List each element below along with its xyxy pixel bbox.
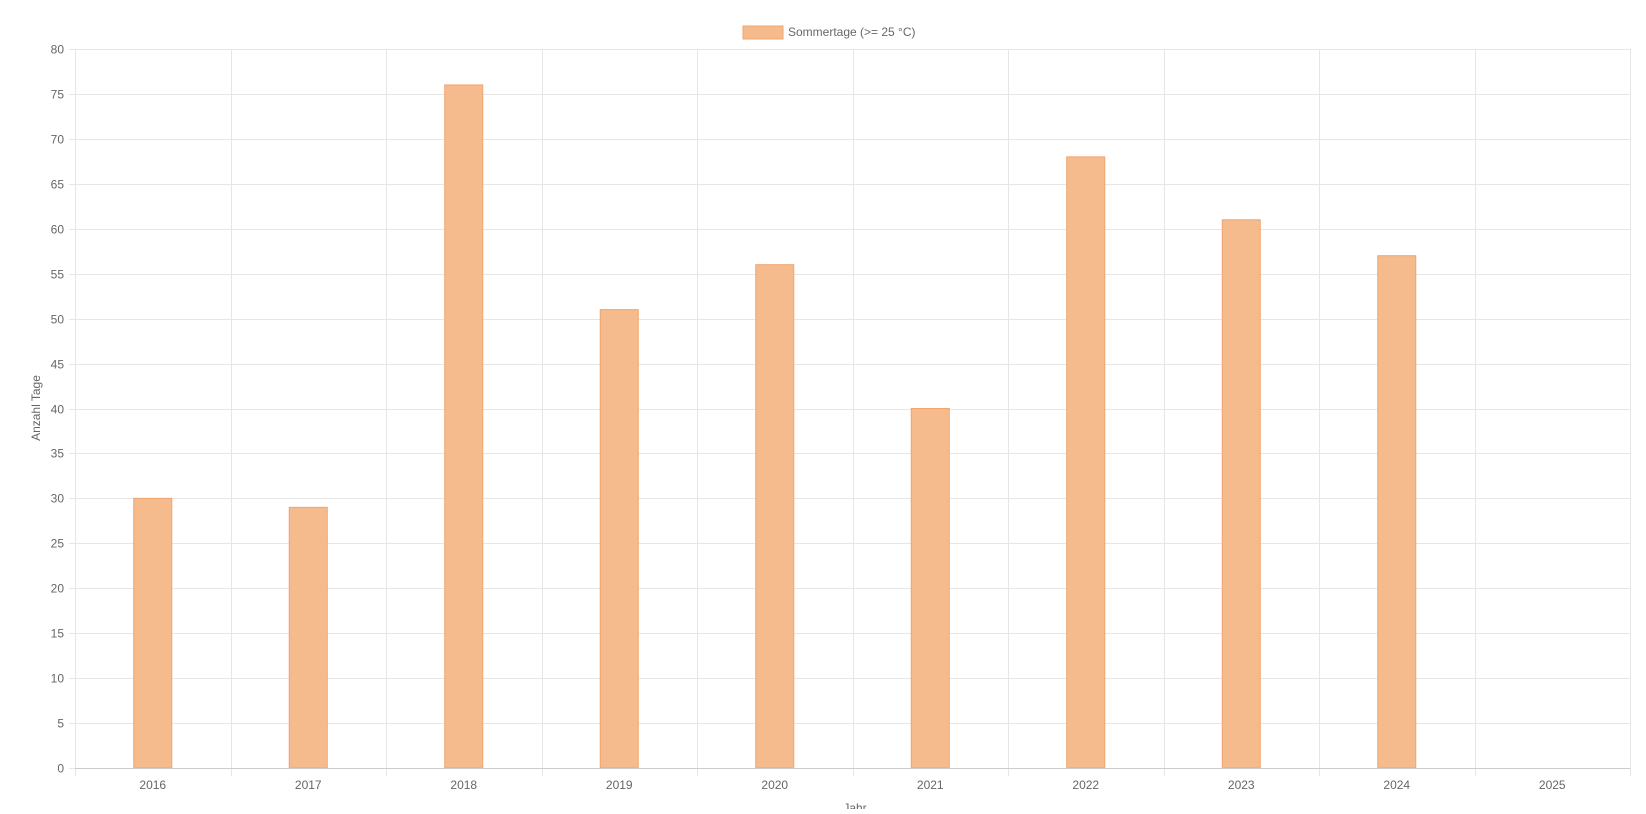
bar-2016[interactable] <box>133 497 173 769</box>
y-tick-label: 50 <box>51 313 65 327</box>
y-tick-label: 0 <box>57 762 64 776</box>
bar-2023[interactable] <box>1221 219 1261 769</box>
x-tick-label: 2017 <box>295 778 322 792</box>
y-tick-label: 40 <box>51 403 65 417</box>
x-tick-label: 2025 <box>1539 778 1566 792</box>
y-tick-label: 25 <box>51 537 65 551</box>
x-axis-title: Jahr <box>843 801 866 809</box>
y-tick-label: 70 <box>51 133 65 147</box>
x-tick-label: 2022 <box>1072 778 1099 792</box>
x-tick-label: 2024 <box>1383 778 1410 792</box>
y-tick-label: 30 <box>51 492 65 506</box>
y-tick-label: 75 <box>51 88 65 102</box>
y-axis-title: Anzahl Tage <box>29 375 43 441</box>
y-tick-label: 65 <box>51 178 65 192</box>
x-tick-label: 2019 <box>606 778 633 792</box>
bar-2019[interactable] <box>599 309 639 769</box>
grid-lines <box>69 49 1631 776</box>
bar-2024[interactable] <box>1377 255 1417 769</box>
legend[interactable]: Sommertage (>= 25 °C) <box>742 25 916 40</box>
x-tick-label: 2016 <box>139 778 166 792</box>
y-tick-label: 45 <box>51 358 65 372</box>
y-tick-label: 20 <box>51 582 65 596</box>
y-tick-label: 35 <box>51 447 65 461</box>
legend-swatch[interactable] <box>742 25 784 40</box>
x-tick-label: 2023 <box>1228 778 1255 792</box>
bar-2018[interactable] <box>444 84 484 769</box>
y-tick-label: 80 <box>51 43 65 57</box>
y-tick-label: 5 <box>57 717 64 731</box>
bar-2021[interactable] <box>910 408 950 769</box>
bar-2020[interactable] <box>755 264 795 769</box>
bar-2022[interactable] <box>1066 156 1106 769</box>
bars <box>133 84 1417 769</box>
x-tick-label: 2021 <box>917 778 944 792</box>
y-tick-label: 10 <box>51 672 65 686</box>
x-tick-label: 2018 <box>450 778 477 792</box>
y-tick-label: 60 <box>51 223 65 237</box>
legend-label[interactable]: Sommertage (>= 25 °C) <box>788 25 916 39</box>
bar-2017[interactable] <box>288 506 328 769</box>
x-tick-label: 2020 <box>761 778 788 792</box>
y-tick-label: 15 <box>51 627 65 641</box>
y-tick-label: 55 <box>51 268 65 282</box>
